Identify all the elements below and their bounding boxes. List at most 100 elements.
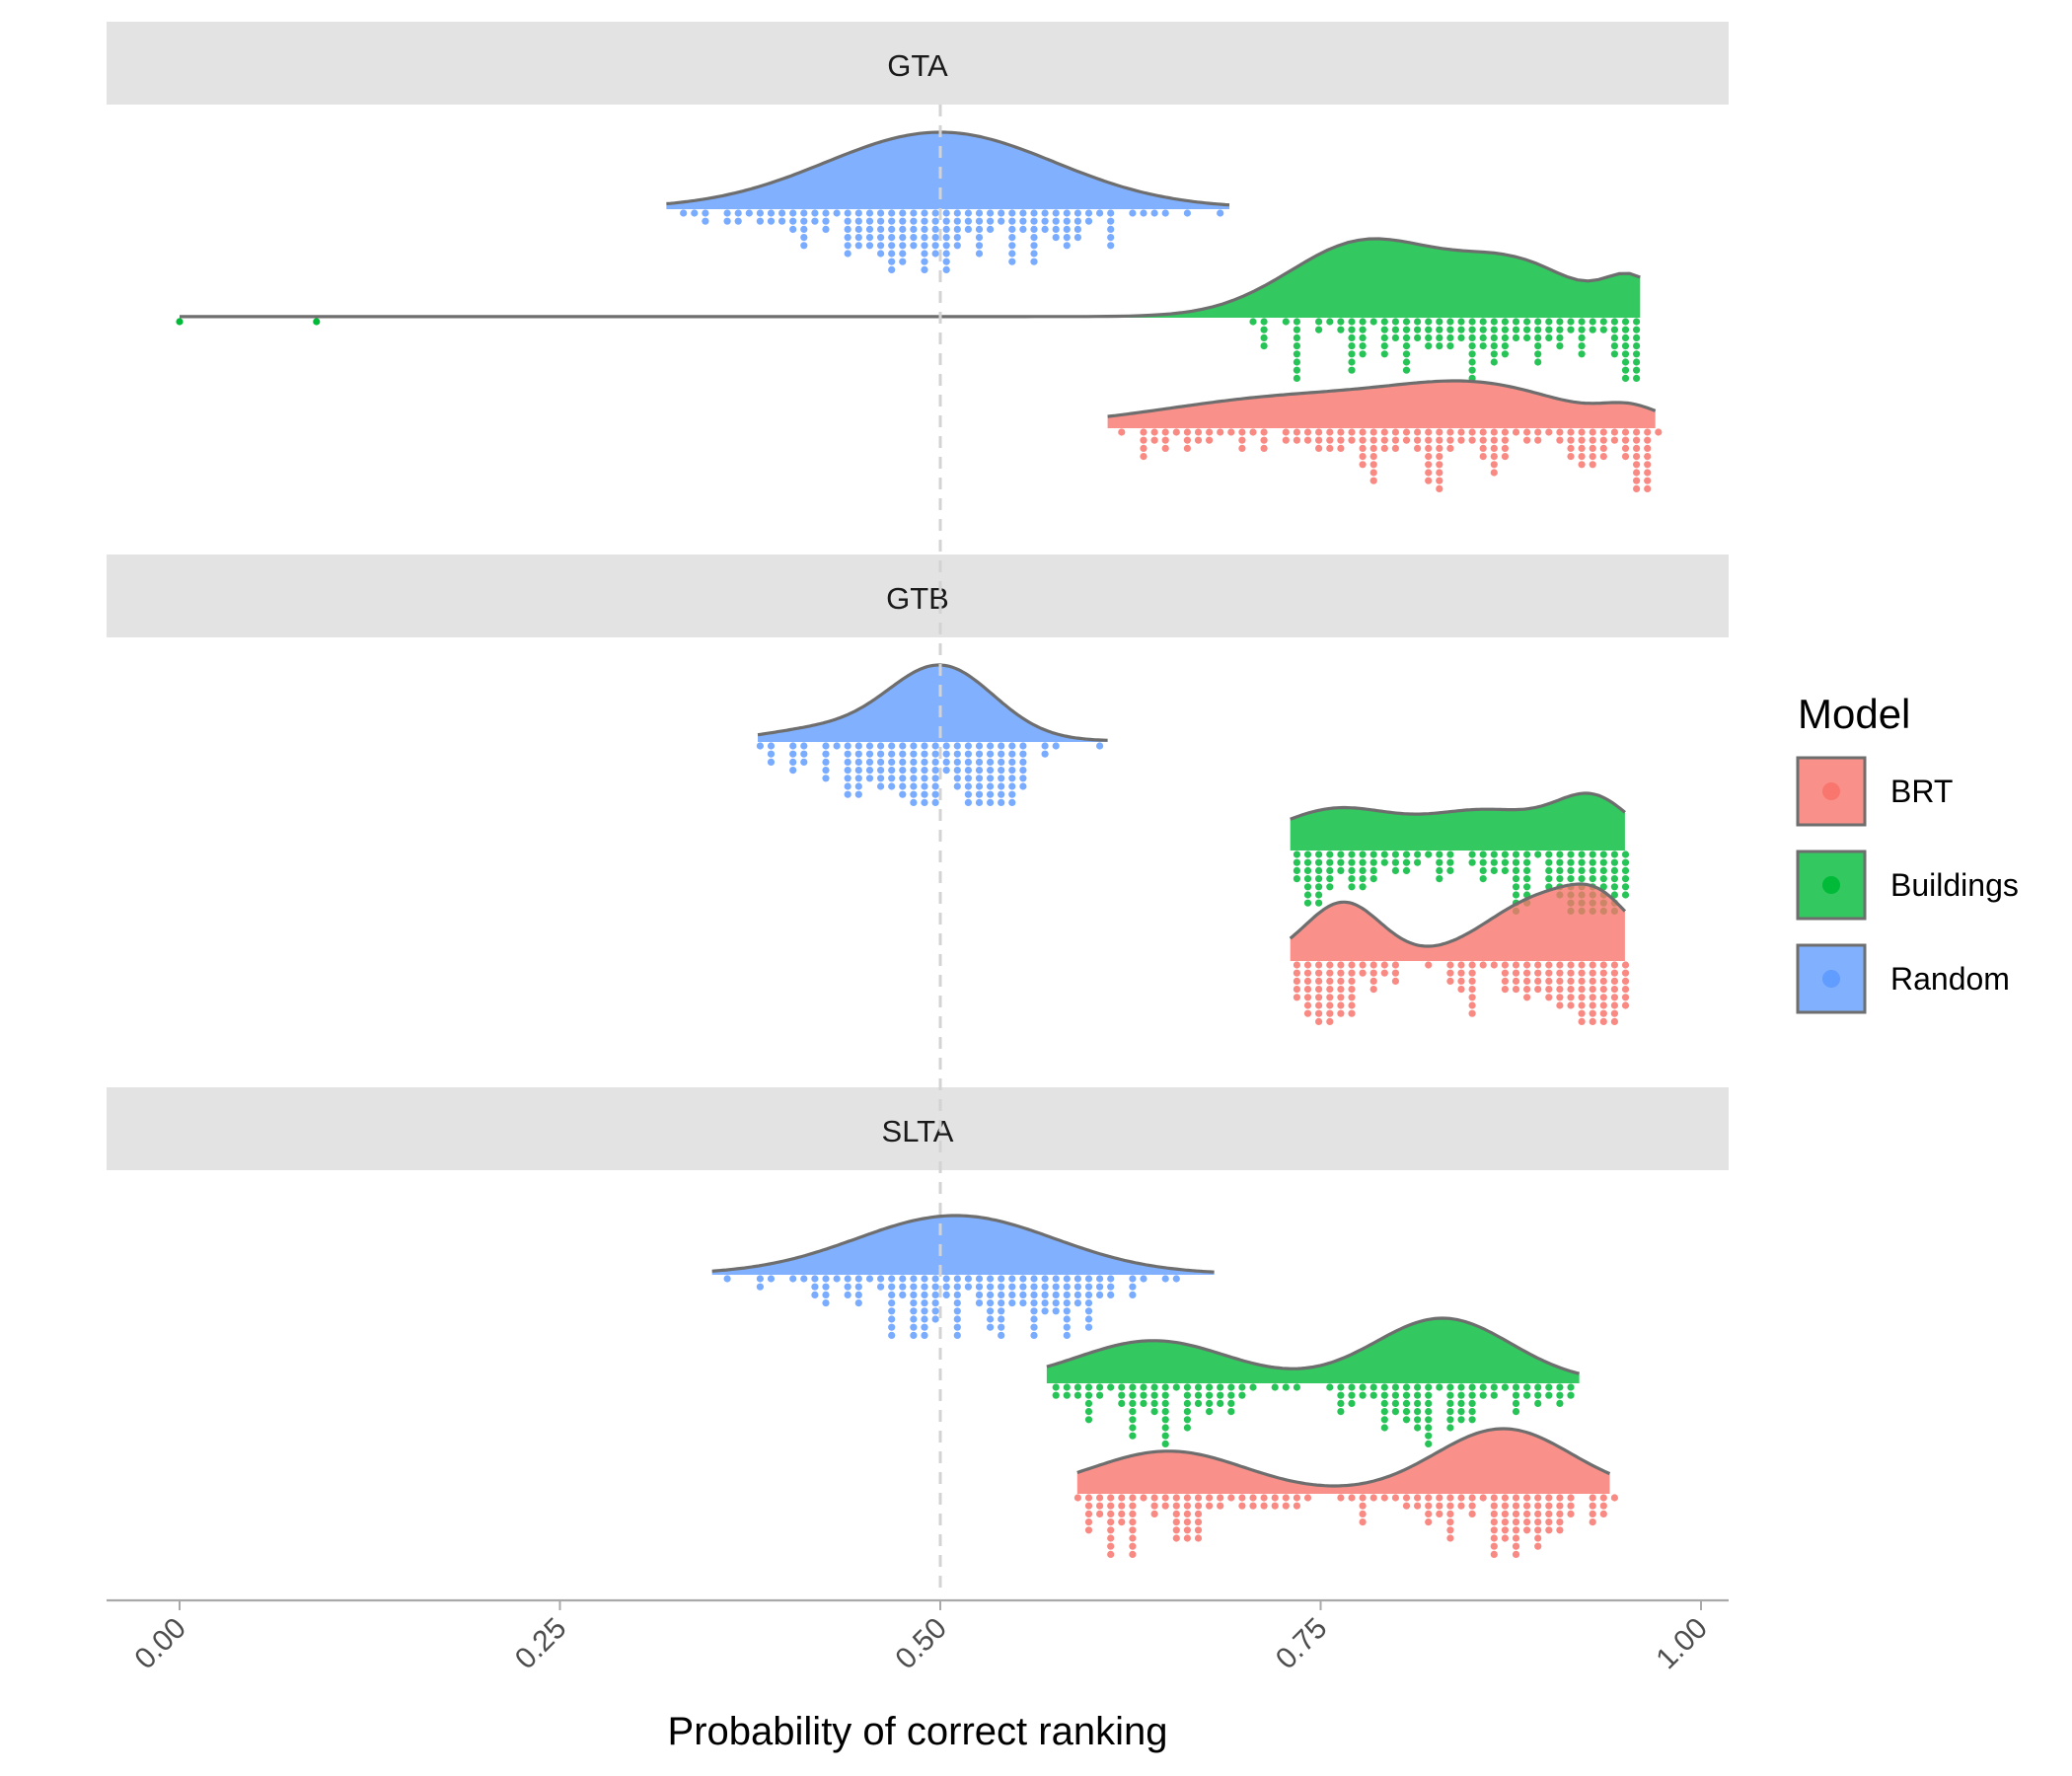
data-dot <box>1523 318 1531 326</box>
outlier-dot <box>313 318 321 326</box>
data-dot <box>1425 1383 1433 1391</box>
data-dot <box>942 258 950 265</box>
data-dot <box>854 767 862 775</box>
data-dot <box>1479 858 1487 866</box>
data-dot <box>1303 866 1312 875</box>
data-dot <box>1359 428 1367 436</box>
data-dot <box>1425 1502 1433 1510</box>
data-dot <box>1096 1494 1104 1502</box>
data-dot <box>1140 209 1147 217</box>
data-dot <box>1567 858 1575 866</box>
data-dot <box>1501 1526 1509 1534</box>
data-dot <box>1260 1494 1268 1502</box>
data-dot <box>1337 866 1345 875</box>
data-dot <box>910 1275 918 1283</box>
data-dot <box>1019 1291 1027 1298</box>
data-dot <box>987 1307 995 1315</box>
data-dot <box>1183 1416 1191 1424</box>
data-dot <box>1578 461 1586 469</box>
data-dot <box>1249 1494 1257 1502</box>
data-dot <box>1052 1291 1060 1298</box>
data-dot <box>1140 436 1147 444</box>
data-dot <box>1599 969 1607 977</box>
data-dot <box>888 767 896 775</box>
data-dot <box>1633 342 1641 350</box>
data-dot <box>1490 1383 1498 1391</box>
data-dot <box>1610 333 1618 341</box>
data-dot <box>1359 326 1367 333</box>
data-dot <box>1107 1510 1115 1517</box>
data-dot <box>1567 969 1575 977</box>
data-dot <box>1621 374 1630 382</box>
data-dot <box>1303 1009 1312 1017</box>
data-dot <box>1512 883 1520 891</box>
data-dot <box>1073 234 1081 242</box>
data-dot <box>1621 977 1630 986</box>
data-dot <box>1359 318 1367 326</box>
data-dot <box>1337 1383 1345 1391</box>
data-dot <box>1096 1275 1104 1283</box>
data-dot <box>1303 436 1312 444</box>
data-dot <box>888 242 896 250</box>
data-dot <box>1030 1283 1038 1291</box>
data-dot <box>921 750 928 758</box>
data-dot <box>1523 1383 1531 1391</box>
data-dot <box>987 1323 995 1331</box>
data-dot <box>1359 1494 1367 1502</box>
data-dot <box>1446 961 1454 969</box>
data-dot <box>1293 858 1300 866</box>
data-dot <box>942 234 950 242</box>
data-dot <box>1140 1391 1147 1399</box>
data-dot <box>1293 1494 1300 1502</box>
data-dot <box>1019 1283 1027 1291</box>
data-dot <box>1425 318 1433 326</box>
data-dot <box>1303 994 1312 1001</box>
data-dot <box>1425 961 1433 969</box>
data-dot <box>1019 750 1027 758</box>
data-dot <box>975 1275 984 1283</box>
data-dot <box>1490 350 1498 358</box>
data-dot <box>844 775 851 782</box>
data-dot <box>1107 1526 1115 1534</box>
data-dot <box>1315 326 1323 333</box>
data-dot <box>1380 1408 1388 1416</box>
data-dot <box>1391 1494 1399 1502</box>
data-dot <box>1293 866 1300 875</box>
data-dot <box>1380 1424 1388 1432</box>
data-dot <box>1490 318 1498 326</box>
data-dot <box>1380 333 1388 341</box>
data-dot <box>1578 453 1586 461</box>
data-dot <box>1326 1009 1334 1017</box>
data-dot <box>1534 1542 1542 1550</box>
data-dot <box>1501 436 1509 444</box>
data-dot <box>1348 866 1356 875</box>
data-dot <box>1359 1391 1367 1399</box>
data-dot <box>888 742 896 750</box>
data-dot <box>1425 428 1433 436</box>
data-dot <box>1282 436 1290 444</box>
data-dot <box>1621 333 1630 341</box>
data-dot <box>1479 326 1487 333</box>
data-dot <box>1217 1502 1224 1510</box>
data-dot <box>1391 1383 1399 1391</box>
data-dot <box>1457 969 1465 977</box>
data-dot <box>1041 750 1049 758</box>
data-dot <box>1391 436 1399 444</box>
data-dot <box>1315 851 1323 858</box>
series-brt-gtb <box>1289 882 1630 1025</box>
data-dot <box>1008 1299 1016 1307</box>
data-dot <box>865 225 874 233</box>
data-dot <box>1369 977 1377 986</box>
data-dot <box>888 1331 896 1339</box>
data-dot <box>1512 1408 1520 1416</box>
data-dot <box>1523 969 1531 977</box>
density-cloud-brt <box>1107 381 1656 428</box>
data-dot <box>1479 333 1487 341</box>
data-dot <box>822 1299 830 1307</box>
data-dot <box>1030 250 1038 258</box>
data-dot <box>998 1331 1005 1339</box>
data-dot <box>1359 461 1367 469</box>
data-dot <box>1402 1391 1411 1399</box>
data-dot <box>987 1275 995 1283</box>
data-dot <box>1545 1510 1553 1517</box>
